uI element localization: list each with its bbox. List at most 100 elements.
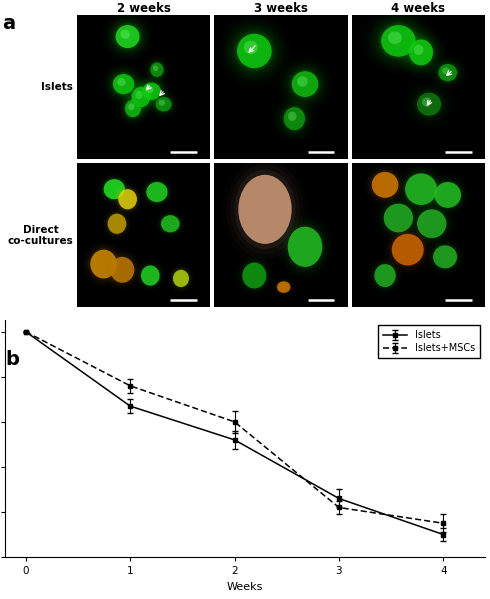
Ellipse shape: [276, 280, 292, 294]
Ellipse shape: [288, 226, 322, 267]
Ellipse shape: [150, 62, 164, 77]
Ellipse shape: [160, 214, 181, 234]
Ellipse shape: [384, 204, 413, 232]
Ellipse shape: [241, 261, 268, 291]
Ellipse shape: [153, 95, 174, 114]
Ellipse shape: [128, 104, 135, 110]
Ellipse shape: [111, 21, 144, 52]
Ellipse shape: [403, 171, 440, 207]
Ellipse shape: [381, 25, 416, 57]
Ellipse shape: [141, 81, 163, 101]
Ellipse shape: [161, 215, 180, 232]
Ellipse shape: [145, 180, 169, 204]
Ellipse shape: [432, 180, 463, 210]
Ellipse shape: [154, 96, 173, 113]
Ellipse shape: [417, 93, 441, 116]
Ellipse shape: [415, 207, 449, 240]
Ellipse shape: [173, 270, 189, 287]
Ellipse shape: [117, 78, 126, 86]
Ellipse shape: [284, 107, 305, 130]
Ellipse shape: [147, 182, 168, 202]
Ellipse shape: [156, 97, 171, 111]
Ellipse shape: [439, 64, 457, 81]
X-axis label: Weeks: Weeks: [227, 582, 263, 592]
Ellipse shape: [153, 65, 158, 71]
Ellipse shape: [405, 173, 437, 205]
Ellipse shape: [142, 83, 161, 100]
Ellipse shape: [106, 212, 128, 235]
Ellipse shape: [113, 74, 134, 94]
Ellipse shape: [110, 257, 134, 283]
Ellipse shape: [234, 170, 295, 249]
Ellipse shape: [388, 31, 402, 44]
Ellipse shape: [407, 37, 435, 68]
Ellipse shape: [111, 72, 136, 96]
Ellipse shape: [121, 30, 130, 39]
Ellipse shape: [243, 262, 267, 289]
Ellipse shape: [231, 28, 278, 74]
Ellipse shape: [433, 246, 457, 268]
Ellipse shape: [390, 231, 426, 268]
Ellipse shape: [374, 264, 396, 287]
Ellipse shape: [414, 45, 423, 55]
Ellipse shape: [422, 97, 432, 107]
Text: b: b: [5, 350, 19, 370]
Ellipse shape: [285, 223, 325, 270]
Ellipse shape: [130, 85, 152, 109]
Ellipse shape: [405, 35, 438, 70]
Ellipse shape: [417, 209, 446, 238]
Ellipse shape: [141, 265, 160, 286]
Text: Islets: Islets: [42, 81, 74, 92]
Ellipse shape: [282, 105, 307, 132]
Ellipse shape: [122, 97, 144, 120]
Ellipse shape: [149, 61, 165, 78]
Ellipse shape: [382, 201, 415, 235]
Ellipse shape: [118, 189, 137, 209]
Ellipse shape: [289, 69, 321, 99]
Title: 4 weeks: 4 weeks: [392, 2, 445, 15]
Ellipse shape: [116, 25, 140, 48]
Ellipse shape: [109, 70, 138, 98]
Ellipse shape: [108, 214, 126, 234]
Ellipse shape: [117, 187, 138, 211]
Ellipse shape: [431, 244, 459, 270]
Text: Direct
co-cultures: Direct co-cultures: [7, 225, 74, 246]
Text: a: a: [2, 14, 16, 33]
Ellipse shape: [288, 112, 296, 121]
Ellipse shape: [172, 268, 190, 288]
Ellipse shape: [132, 87, 150, 107]
Ellipse shape: [297, 76, 308, 87]
Ellipse shape: [140, 264, 161, 287]
Title: 2 weeks: 2 weeks: [117, 2, 171, 15]
Ellipse shape: [413, 89, 445, 120]
Ellipse shape: [442, 67, 450, 74]
Ellipse shape: [103, 179, 125, 199]
Ellipse shape: [159, 100, 165, 105]
Ellipse shape: [375, 19, 422, 62]
Ellipse shape: [370, 170, 400, 200]
Ellipse shape: [373, 262, 397, 289]
Ellipse shape: [123, 98, 143, 119]
Ellipse shape: [437, 62, 459, 83]
Ellipse shape: [90, 250, 117, 279]
Ellipse shape: [114, 23, 142, 50]
Ellipse shape: [378, 22, 419, 59]
Ellipse shape: [435, 182, 461, 208]
Ellipse shape: [128, 83, 154, 111]
Ellipse shape: [372, 172, 398, 198]
Ellipse shape: [277, 282, 291, 293]
Ellipse shape: [244, 41, 258, 55]
Ellipse shape: [392, 234, 424, 265]
Ellipse shape: [148, 60, 166, 80]
Title: 3 weeks: 3 weeks: [254, 2, 308, 15]
Ellipse shape: [146, 86, 153, 93]
Ellipse shape: [102, 177, 126, 201]
Ellipse shape: [234, 31, 275, 71]
Ellipse shape: [108, 255, 136, 285]
Ellipse shape: [435, 61, 461, 84]
Ellipse shape: [125, 100, 141, 117]
Ellipse shape: [287, 66, 323, 102]
Ellipse shape: [139, 80, 164, 103]
Ellipse shape: [280, 103, 309, 134]
Ellipse shape: [292, 71, 319, 97]
